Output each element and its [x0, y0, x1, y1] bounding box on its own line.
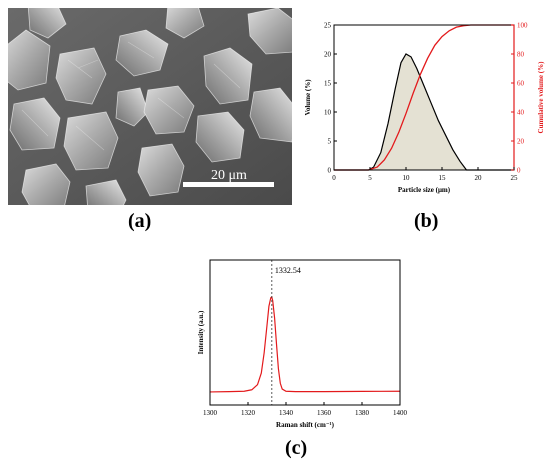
sem-crystals-picture: 20 μm	[8, 8, 292, 205]
plot-frame	[209, 259, 401, 406]
y2-tick-label: 0	[517, 167, 521, 175]
scale-bar-label: 20 μm	[211, 168, 247, 183]
y2-tick-label: 80	[517, 51, 525, 59]
particle-size-chart: 0 5 10 15 20 250510152025020406080100Particle…	[304, 22, 545, 195]
sem-micrograph: 20 μm	[8, 8, 292, 205]
y2-axis-label: Cumulative volume (%)	[537, 61, 545, 134]
x-tick-label: 1300	[203, 409, 218, 417]
x-tick-label: 10	[403, 174, 411, 182]
panel-label-a: (a)	[128, 210, 152, 232]
y2-tick-label: 100	[517, 22, 528, 30]
x-tick-label: 1340	[279, 409, 294, 417]
x-tick-label: 1320	[241, 409, 256, 417]
x-tick-label: 15	[439, 174, 447, 182]
x-tick-label: 0	[332, 174, 336, 182]
y-tick-label: 5	[328, 138, 332, 146]
y-axis-label: Volume (%)	[304, 79, 312, 116]
y-tick-label: 25	[324, 22, 332, 30]
volume-distribution-line	[334, 53, 514, 171]
scale-bar	[183, 182, 274, 187]
panel-label-c: (c)	[285, 437, 308, 459]
y-tick-label: 15	[324, 80, 332, 88]
x-tick-label: 1400	[393, 409, 408, 417]
y-tick-label: 0	[328, 167, 332, 175]
x-axis-label: Raman shift (cm⁻¹)	[276, 421, 335, 429]
y-tick-label: 10	[324, 109, 332, 117]
peak-label: 1332.54	[275, 266, 301, 275]
raman-spectrum-line	[209, 295, 401, 393]
cumulative-volume-line	[334, 24, 514, 171]
y2-tick-label: 40	[517, 109, 525, 117]
y2-tick-label: 60	[517, 80, 525, 88]
panel-label-b: (b)	[414, 210, 439, 232]
volume-area-fill	[334, 54, 514, 170]
x-tick-label: 1360	[317, 409, 332, 417]
x-tick-label: 20	[475, 174, 483, 182]
y-tick-label: 20	[324, 51, 332, 59]
x-tick-label: 1380	[355, 409, 370, 417]
x-axis-label: Particle size (μm)	[398, 186, 451, 194]
raman-spectrum-chart: 1332.54 1300 1320 1340 1360 1380 1400 Raman shi…	[197, 259, 408, 429]
x-tick-label: 5	[368, 174, 372, 182]
y2-tick-label: 20	[517, 138, 525, 146]
y-axis-label: Intensity (a.u.)	[197, 310, 205, 354]
x-tick-label: 25	[511, 174, 519, 182]
